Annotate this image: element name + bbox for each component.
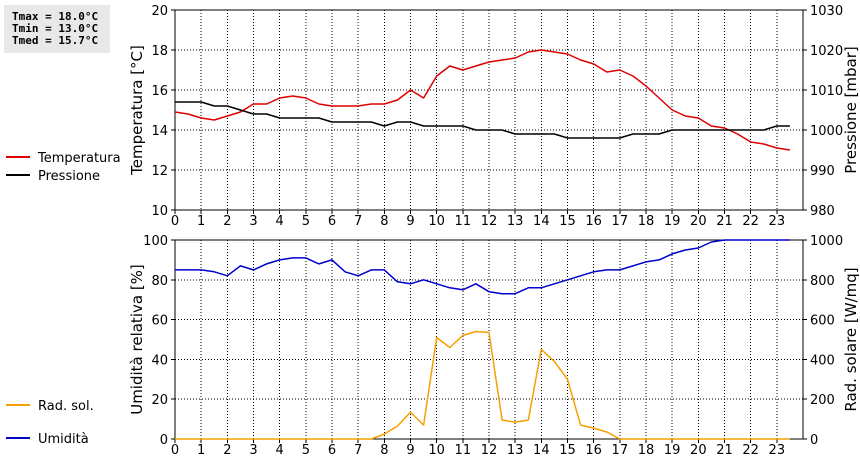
- x-tick-label: 16: [585, 214, 602, 229]
- x-tick-label: 8: [380, 214, 388, 229]
- y2-tick-label: 800: [810, 274, 835, 289]
- x-tick-label: 16: [585, 443, 602, 458]
- x-tick-label: 7: [354, 214, 362, 229]
- x-tick-label: 2: [223, 214, 231, 229]
- x-tick-label: 1: [197, 443, 205, 458]
- y2-axis-label: Pressione [mbar]: [842, 46, 860, 174]
- y2-tick-label: 400: [810, 353, 835, 368]
- x-tick-label: 18: [638, 214, 655, 229]
- y2-tick-label: 600: [810, 314, 835, 329]
- x-tick-label: 20: [690, 443, 707, 458]
- y-tick-label: 0: [160, 433, 168, 448]
- x-tick-label: 13: [507, 443, 524, 458]
- x-tick-label: 23: [769, 214, 786, 229]
- x-tick-label: 19: [664, 214, 681, 229]
- plot-frame: [174, 239, 804, 440]
- x-tick-label: 14: [533, 443, 550, 458]
- x-tick-label: 4: [276, 443, 284, 458]
- x-tick-label: 3: [249, 214, 257, 229]
- x-tick-label: 17: [612, 443, 629, 458]
- y-tick-label: 14: [151, 124, 168, 139]
- x-tick-label: 17: [612, 214, 629, 229]
- series-line-rad-sol: [175, 330, 790, 440]
- x-tick-label: 2: [223, 443, 231, 458]
- plot-frame: [174, 9, 804, 211]
- x-tick-label: 5: [302, 214, 310, 229]
- x-tick-label: 18: [638, 443, 655, 458]
- x-tick-label: 4: [276, 214, 284, 229]
- x-tick-label: 12: [481, 214, 498, 229]
- x-tick-label: 11: [455, 443, 472, 458]
- x-tick-label: 10: [428, 214, 445, 229]
- x-tick-label: 15: [559, 443, 576, 458]
- y-tick-label: 60: [151, 314, 168, 329]
- x-tick-label: 14: [533, 214, 550, 229]
- y-tick-label: 20: [151, 393, 168, 408]
- tmed-text: Tmed = 15.7°C: [12, 34, 99, 47]
- temperature-pressure-chart: 0 1 2 3 4 5 6 7 8 9 10 11 12 13 14 15 16 17 18 19 20 21 22 2310…: [6, 4, 860, 229]
- x-tick-label: 7: [354, 443, 362, 458]
- x-tick-label: 5: [302, 443, 310, 458]
- x-tick-label: 21: [716, 214, 733, 229]
- tmin-text: Tmin = 13.0°C: [12, 22, 99, 35]
- x-tick-label: 9: [406, 214, 414, 229]
- x-tick-label: 8: [380, 443, 388, 458]
- x-tick-label: 10: [428, 443, 445, 458]
- y2-tick-label: 1020: [810, 44, 843, 59]
- x-tick-label: 0: [171, 214, 179, 229]
- y2-tick-label: 1000: [810, 124, 843, 139]
- x-tick-label: 21: [716, 443, 733, 458]
- y-tick-label: 20: [151, 4, 168, 19]
- legend-label-umidit: Umidità: [38, 432, 89, 447]
- y2-tick-label: 1000: [810, 234, 843, 249]
- x-tick-label: 12: [481, 443, 498, 458]
- y-tick-label: 18: [151, 44, 168, 59]
- stats-box: Tmax = 18.0°C Tmin = 13.0°C Tmed = 15.7°…: [4, 5, 110, 53]
- x-tick-label: 6: [328, 214, 336, 229]
- series-line-temperatura: [174, 49, 791, 151]
- legend-label-pressione: Pressione: [38, 169, 100, 184]
- x-tick-label: 3: [249, 443, 257, 458]
- legend-label-rad-sol: Rad. sol.: [38, 399, 94, 414]
- x-tick-label: 20: [690, 214, 707, 229]
- x-tick-label: 11: [455, 214, 472, 229]
- y2-tick-label: 0: [810, 433, 818, 448]
- y-tick-label: 10: [151, 204, 168, 219]
- humidity-radiation-chart: 0 1 2 3 4 5 6 7 8 9 10 11 12 13 14 15 16 17 18 19 20 21 22 2302…: [6, 234, 860, 458]
- y-tick-label: 100: [143, 234, 168, 249]
- x-tick-label: 1: [197, 214, 205, 229]
- y2-axis-label: Rad. solare [W/mq]: [842, 267, 860, 411]
- x-tick-label: 9: [406, 443, 414, 458]
- x-tick-label: 0: [171, 443, 179, 458]
- y-tick-label: 40: [151, 353, 168, 368]
- y-tick-label: 80: [151, 274, 168, 289]
- y2-tick-label: 200: [810, 393, 835, 408]
- y-tick-label: 12: [151, 164, 168, 179]
- x-tick-label: 13: [507, 214, 524, 229]
- tmax-text: Tmax = 18.0°C: [12, 10, 99, 23]
- y2-tick-label: 1010: [810, 84, 843, 99]
- series-line-pressione: [175, 101, 790, 139]
- y-axis-label: Umidità relativa [%]: [128, 264, 146, 415]
- x-tick-label: 22: [742, 214, 759, 229]
- y2-tick-label: 1030: [810, 4, 843, 19]
- series-line-umidit: [175, 239, 790, 295]
- x-tick-label: 23: [769, 443, 786, 458]
- x-tick-label: 22: [742, 443, 759, 458]
- x-tick-label: 15: [559, 214, 576, 229]
- y-tick-label: 16: [151, 84, 168, 99]
- y2-tick-label: 990: [810, 164, 835, 179]
- y2-tick-label: 980: [810, 204, 835, 219]
- legend-label-temperatura: Temperatura: [37, 151, 121, 166]
- x-tick-label: 19: [664, 443, 681, 458]
- x-tick-label: 6: [328, 443, 336, 458]
- y-axis-label: Temperatura [°C]: [128, 45, 146, 176]
